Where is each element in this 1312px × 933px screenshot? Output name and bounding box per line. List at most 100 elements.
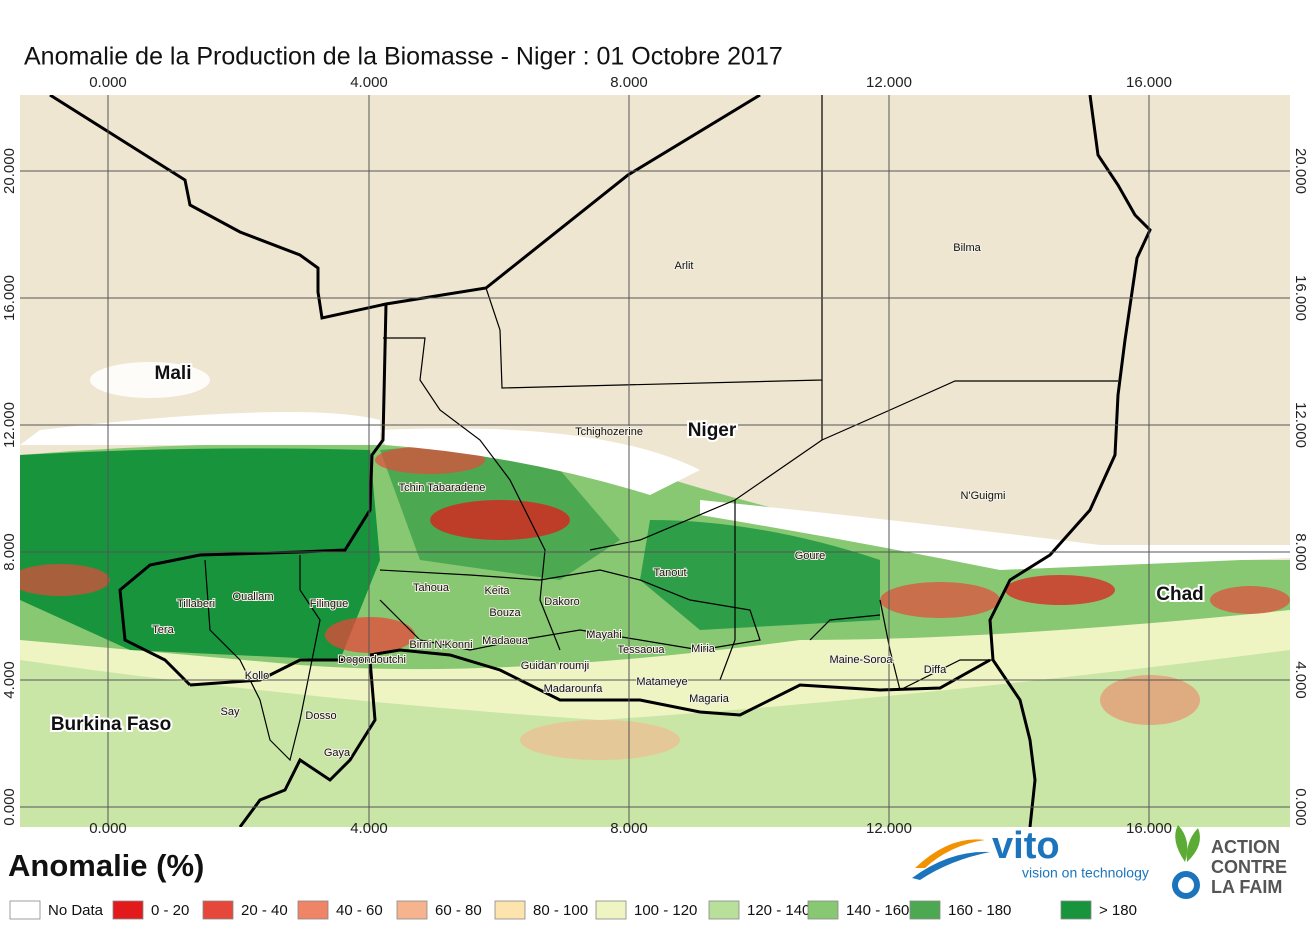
anomaly-zone — [1210, 586, 1290, 614]
borders — [49, 95, 1152, 827]
place-label: Tchin Tabaradene — [399, 482, 486, 494]
x-coord-label-bottom: 12.000 — [866, 820, 912, 837]
place-label: Diffa — [924, 664, 947, 676]
place-label: Gaya — [324, 747, 351, 759]
place-label: Tera — [152, 624, 174, 636]
legend-swatch — [396, 900, 428, 920]
y-coord-label-left: 16.000 — [1, 275, 18, 321]
y-coord-label-right: 12.000 — [1292, 402, 1309, 448]
graticule — [20, 95, 1290, 827]
y-coord-label-left: 0.000 — [1, 788, 18, 826]
x-coord-label-bottom: 4.000 — [350, 820, 388, 837]
place-label: Tessaoua — [617, 644, 665, 656]
place-label: N'Guigmi — [961, 490, 1006, 502]
legend-swatch — [595, 900, 627, 920]
place-label: Ouallam — [233, 591, 274, 603]
anomaly-zone — [1100, 675, 1200, 725]
place-label: Goure — [795, 550, 826, 562]
y-coord-label-left: 12.000 — [1, 402, 18, 448]
legend-label: 140 - 160 — [846, 902, 909, 919]
country-label: Mali — [155, 363, 192, 384]
legend-swatch — [202, 900, 234, 920]
place-label: Bilma — [953, 242, 981, 254]
legend-title: Anomalie (%) — [8, 848, 204, 883]
country-label: Niger — [688, 420, 737, 441]
vito-logo: vito vision on technology — [912, 825, 1149, 881]
legend-label: No Data — [48, 902, 104, 919]
place-label: Mayahi — [586, 629, 621, 641]
place-label: Dosso — [305, 710, 336, 722]
place-label: Bouza — [489, 607, 521, 619]
y-coord-label-right: 0.000 — [1292, 788, 1309, 826]
anomaly-zone — [325, 617, 415, 653]
legend-label: 160 - 180 — [948, 902, 1011, 919]
legend-swatch — [9, 900, 41, 920]
place-label: Dakoro — [544, 596, 579, 608]
legend-label: 40 - 60 — [336, 902, 383, 919]
x-coord-label-top: 12.000 — [866, 74, 912, 91]
place-label: Say — [221, 706, 240, 718]
place-label: Tchighozerine — [575, 426, 643, 438]
x-coord-label-top: 4.000 — [350, 74, 388, 91]
anomaly-zone — [880, 582, 1000, 618]
place-label: Tanout — [653, 567, 686, 579]
legend-swatch — [909, 900, 941, 920]
legend-label: 0 - 20 — [151, 902, 189, 919]
legend-label: 100 - 120 — [634, 902, 697, 919]
legend-swatch — [494, 900, 526, 920]
legend-swatch — [112, 900, 144, 920]
x-coord-label-bottom: 0.000 — [89, 820, 127, 837]
place-label: Miria — [691, 643, 716, 655]
x-coord-label-bottom: 8.000 — [610, 820, 648, 837]
place-label: Keita — [484, 585, 510, 597]
y-coord-label-left: 20.000 — [1, 148, 18, 194]
place-label: Kollo — [245, 670, 269, 682]
legend-label: 120 - 140 — [747, 902, 810, 919]
place-label: Tillaberi — [177, 598, 215, 610]
anomaly-zone — [520, 720, 680, 760]
y-coord-label-right: 20.000 — [1292, 148, 1309, 194]
acf-text: CONTRE — [1211, 857, 1287, 877]
country-label: Chad — [1156, 584, 1204, 605]
legend-swatch — [708, 900, 740, 920]
anomaly-zone — [375, 446, 485, 474]
y-coord-label-left: 4.000 — [1, 661, 18, 699]
acf-text: ACTION — [1211, 837, 1280, 857]
place-label: Madarounfa — [544, 683, 604, 695]
y-coord-label-left: 8.000 — [1, 533, 18, 571]
anomaly-zone — [20, 412, 1290, 570]
legend-label: 80 - 100 — [533, 902, 588, 919]
place-label: Filingue — [310, 598, 349, 610]
place-label: Magaria — [689, 693, 730, 705]
country-label: Burkina Faso — [51, 714, 171, 735]
anomaly-zone — [640, 520, 880, 630]
anomaly-zone — [1005, 575, 1115, 605]
y-coord-label-right: 4.000 — [1292, 661, 1309, 699]
legend-swatch — [297, 900, 329, 920]
anomaly-layer — [20, 362, 1290, 827]
map-title: Anomalie de la Production de la Biomasse… — [24, 43, 783, 71]
vito-tagline: vision on technology — [1022, 865, 1149, 881]
legend-swatch — [1060, 900, 1092, 920]
x-coord-label-top: 16.000 — [1126, 74, 1172, 91]
place-label: Dogondoutchi — [338, 654, 406, 666]
place-label: Arlit — [675, 260, 694, 272]
place-label: Matameye — [636, 676, 687, 688]
y-coord-label-right: 16.000 — [1292, 275, 1309, 321]
place-label: Tahoua — [413, 582, 450, 594]
legend-swatch — [807, 900, 839, 920]
legend-label: 60 - 80 — [435, 902, 482, 919]
place-label: Madaoua — [482, 635, 529, 647]
x-coord-label-bottom: 16.000 — [1126, 820, 1172, 837]
place-label: Birni N'Konni — [409, 639, 472, 651]
anomaly-zone — [430, 500, 570, 540]
place-label: Maine-Soroa — [830, 654, 894, 666]
place-label: Guidan roumji — [521, 660, 589, 672]
acf-text: LA FAIM — [1211, 877, 1282, 897]
x-coord-label-top: 8.000 — [610, 74, 648, 91]
x-coord-label-top: 0.000 — [89, 74, 127, 91]
anomaly-zone — [20, 564, 110, 596]
